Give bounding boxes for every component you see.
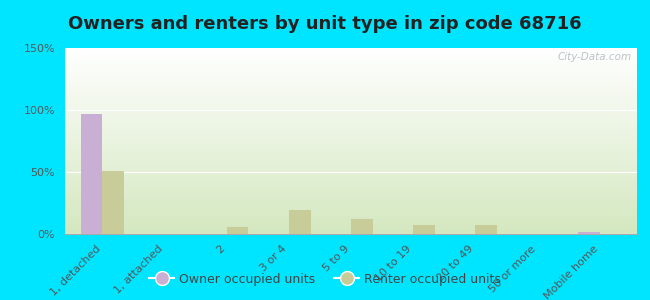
Bar	[351, 219, 372, 234]
Legend: Owner occupied units, Renter occupied units: Owner occupied units, Renter occupied un…	[144, 268, 506, 291]
Bar	[475, 225, 497, 234]
Bar	[81, 114, 102, 234]
Text: City-Data.com: City-Data.com	[557, 52, 631, 62]
Bar	[413, 225, 435, 234]
Bar	[578, 232, 600, 234]
Text: Owners and renters by unit type in zip code 68716: Owners and renters by unit type in zip c…	[68, 15, 582, 33]
Bar	[227, 226, 248, 234]
Bar	[102, 171, 124, 234]
Bar	[289, 210, 311, 234]
